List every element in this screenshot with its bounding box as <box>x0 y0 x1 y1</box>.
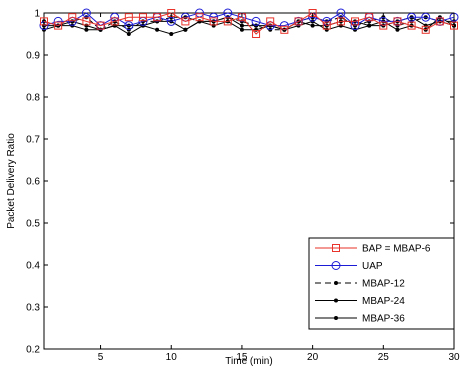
x-tick-label: 5 <box>98 352 104 363</box>
y-tick-label: 1 <box>34 9 40 20</box>
data-point <box>294 17 303 26</box>
data-point <box>209 17 218 26</box>
data-point <box>195 13 204 22</box>
data-point <box>239 23 244 28</box>
x-tick-label: 10 <box>166 352 178 363</box>
data-point <box>138 13 147 22</box>
x-axis-label: Time (min) <box>225 356 272 366</box>
data-point <box>124 21 134 31</box>
legend-label: MBAP-12 <box>362 279 405 290</box>
data-point <box>421 12 431 22</box>
data-point <box>393 17 402 26</box>
data-point <box>153 13 162 22</box>
data-point <box>435 17 444 26</box>
data-point <box>421 25 430 34</box>
data-point <box>112 23 117 28</box>
legend: BAP = MBAP-6 UAP MBAP-12 MBAP-24 MBAP-36 <box>308 237 455 330</box>
data-point <box>68 13 77 22</box>
data-point <box>155 27 160 32</box>
legend-item: MBAP-12 <box>315 279 405 290</box>
series-line <box>43 12 455 27</box>
data-point <box>423 23 428 28</box>
y-tick-label: 0.5 <box>26 219 40 230</box>
legend-label: BAP = MBAP-6 <box>362 244 431 255</box>
data-point <box>252 30 261 38</box>
data-point <box>266 17 275 26</box>
legend-swatch-marker <box>332 244 340 252</box>
data-point <box>211 23 216 28</box>
legend-label: MBAP-24 <box>362 296 405 307</box>
data-point <box>239 27 244 32</box>
data-point <box>365 13 374 22</box>
data-point <box>183 27 188 32</box>
data-point <box>407 12 417 22</box>
data-point <box>84 23 89 28</box>
data-point <box>367 23 372 28</box>
legend-swatch-marker <box>334 316 338 320</box>
data-point <box>379 21 388 30</box>
data-point <box>223 17 232 26</box>
series-line <box>43 12 455 35</box>
y-tick-label: 0.3 <box>26 303 40 314</box>
x-tick-label: 30 <box>448 352 460 363</box>
x-tick-label: 20 <box>307 352 319 363</box>
data-point <box>251 16 261 26</box>
data-point <box>223 8 233 18</box>
series-layer <box>39 8 459 38</box>
y-tick-label: 0.7 <box>26 135 40 146</box>
data-point <box>124 13 133 22</box>
data-point <box>40 17 48 26</box>
series-line <box>43 16 454 31</box>
legend-label: MBAP-36 <box>362 314 405 325</box>
data-point <box>54 21 63 30</box>
data-point <box>322 21 331 30</box>
data-point <box>407 21 416 30</box>
data-point <box>395 27 400 32</box>
y-tick-label: 0.2 <box>26 345 40 356</box>
data-point <box>310 23 315 28</box>
x-tick-label: 15 <box>236 352 248 363</box>
data-point <box>338 23 343 28</box>
legend-swatch-marker <box>334 298 338 303</box>
y-tick-label: 0.9 <box>26 51 40 62</box>
data-point <box>82 17 91 26</box>
data-point <box>181 17 190 26</box>
legend-swatch-marker <box>331 261 341 270</box>
series-bap-mbap-6 <box>40 9 458 38</box>
legend-item: MBAP-36 <box>315 314 405 325</box>
y-tick-label: 0.6 <box>26 177 40 188</box>
data-point <box>254 27 259 32</box>
data-point <box>336 17 345 26</box>
data-point <box>166 16 176 26</box>
y-tick-label: 0.4 <box>26 261 40 272</box>
data-point <box>81 8 91 18</box>
data-point <box>324 27 329 32</box>
ticks-layer: 5 10 15 20 25 30 0.2 0.3 0.4 0.5 0.6 0.7 0.8 0.9 1 <box>26 9 460 364</box>
data-point <box>84 27 89 32</box>
y-tick-label: 0.8 <box>26 93 40 104</box>
data-point <box>96 21 105 30</box>
data-point <box>450 21 458 30</box>
data-point <box>197 19 202 24</box>
legend-box <box>308 237 455 330</box>
x-tick-label: 25 <box>378 352 390 363</box>
legend-item: UAP <box>315 261 383 272</box>
data-point <box>110 17 119 26</box>
legend-item: BAP = MBAP-6 <box>315 244 431 255</box>
data-point <box>351 17 360 26</box>
data-point <box>169 32 174 36</box>
legend-swatch-marker <box>334 281 338 285</box>
data-point <box>126 32 131 36</box>
legend-label: UAP <box>362 261 383 272</box>
data-point <box>336 8 346 18</box>
legend-item: MBAP-24 <box>315 296 405 307</box>
data-point <box>280 25 289 34</box>
y-axis-label: Packet Delivery Ratio <box>6 133 17 229</box>
